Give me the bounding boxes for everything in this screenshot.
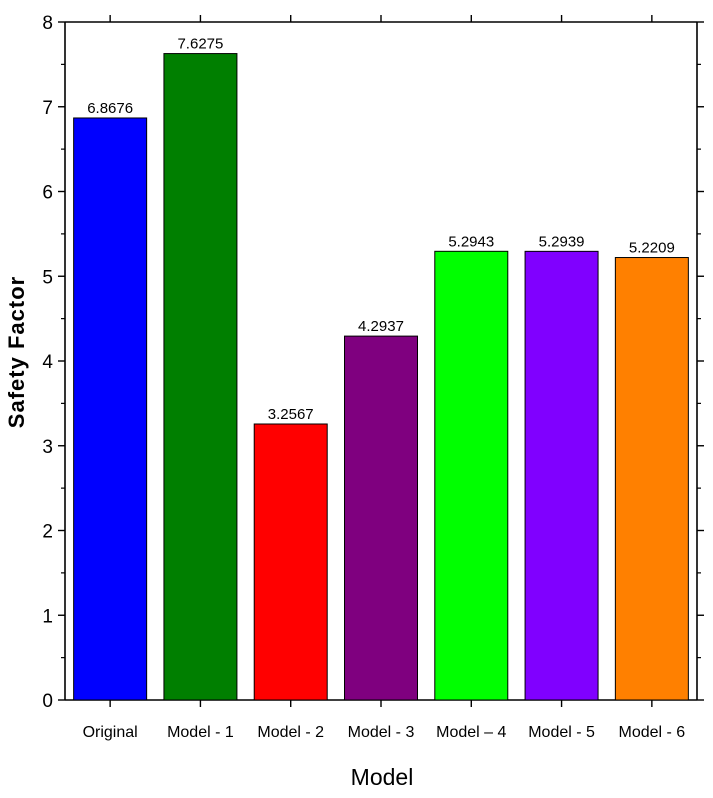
category-label: Model - 1 [167, 724, 234, 741]
category-label: Original [83, 724, 138, 741]
category-label: Model - 5 [528, 724, 595, 741]
data-label: 7.6275 [177, 36, 223, 53]
data-label: 5.2209 [629, 240, 675, 257]
category-label: Model - 6 [619, 724, 686, 741]
data-label: 5.2939 [539, 233, 585, 250]
y-tick-label: 0 [42, 691, 53, 712]
y-tick-label: 1 [42, 606, 53, 627]
y-tick-label: 4 [42, 352, 53, 373]
bar-5 [434, 250, 509, 701]
category-label: Model – 4 [436, 724, 506, 741]
data-labels: 6.8676 7.6275 3.2567 4.2937 5.2943 5.2939 5.22… [87, 36, 675, 423]
y-tick-label: 2 [42, 522, 53, 543]
y-axis-title: Safety Factor [4, 276, 29, 428]
y-tick-label: 7 [42, 98, 53, 119]
data-label: 4.2937 [358, 318, 404, 335]
x-axis: Original Model - 1 Model - 2 Model - 3 Model… [83, 15, 686, 741]
bar-2 [163, 53, 238, 701]
y-tick-label: 3 [42, 437, 53, 458]
data-label: 6.8676 [87, 100, 133, 117]
bar-4 [344, 335, 418, 701]
category-label: Model - 2 [257, 724, 324, 741]
bar-6 [524, 250, 599, 701]
x-axis-title: Model [351, 764, 414, 790]
bar-1 [73, 117, 148, 701]
y-tick-label: 8 [42, 13, 53, 34]
category-label: Model - 3 [348, 724, 415, 741]
data-label: 3.2567 [268, 406, 314, 423]
bar-7 [614, 257, 689, 701]
data-label: 5.2943 [448, 233, 494, 250]
bars [73, 53, 689, 701]
bar-3 [253, 423, 328, 701]
y-tick-label: 5 [42, 267, 53, 288]
y-axis: 0 1 2 3 4 5 6 7 8 [42, 13, 704, 712]
y-tick-label: 6 [42, 183, 53, 204]
